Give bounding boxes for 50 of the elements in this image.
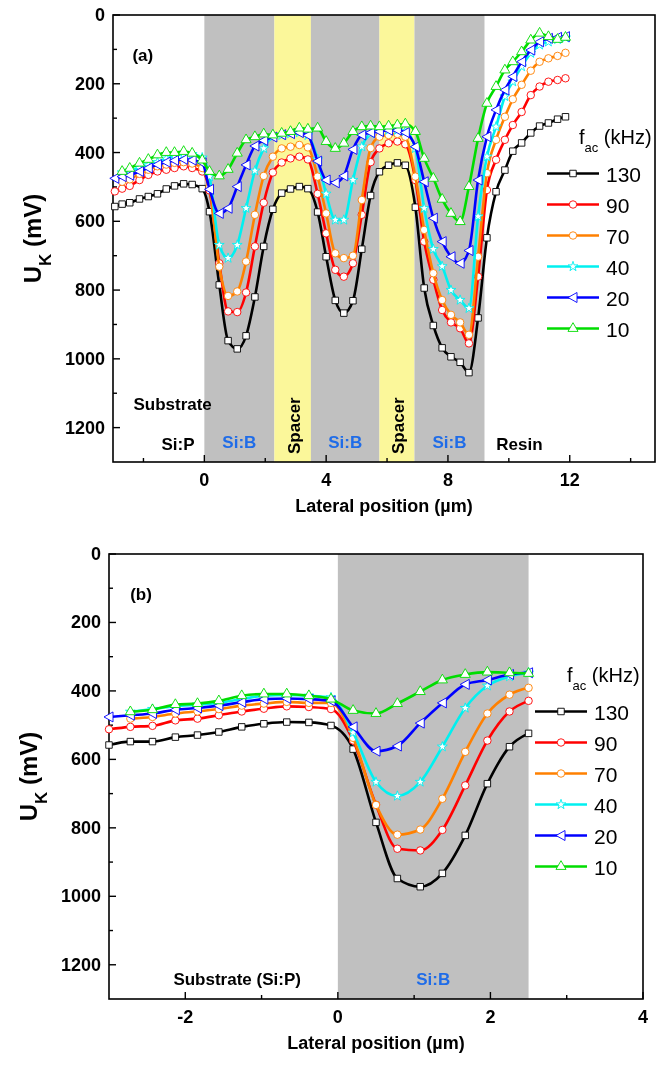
y-tick-label: 1200 bbox=[60, 954, 101, 975]
annotation: Resin bbox=[496, 435, 543, 455]
band-label: Si:B bbox=[416, 970, 451, 989]
y-tick-label: 800 bbox=[74, 280, 105, 301]
legend-label: 40 bbox=[606, 255, 630, 279]
legend-label: 90 bbox=[606, 193, 630, 217]
annotation: (b) bbox=[130, 585, 152, 605]
legend-label: 70 bbox=[606, 224, 630, 248]
x-tick-label: -2 bbox=[177, 1007, 194, 1027]
x-axis-title: Lateral position (µm) bbox=[295, 496, 473, 516]
x-axis-title: Lateral position (µm) bbox=[287, 1033, 465, 1053]
x-tick-label: 8 bbox=[442, 470, 453, 490]
band-label: Spacer bbox=[284, 396, 304, 454]
legend-label: 20 bbox=[594, 824, 618, 848]
annotation: Substrate bbox=[133, 394, 212, 414]
x-tick-label: 2 bbox=[485, 1007, 496, 1027]
y-tick-label: 600 bbox=[74, 211, 105, 232]
y-tick-label: 0 bbox=[90, 544, 101, 564]
x-tick-label: 0 bbox=[332, 1007, 343, 1027]
legend-label: 130 bbox=[606, 162, 642, 186]
y-tick-label: 600 bbox=[70, 749, 101, 770]
x-tick-label: 4 bbox=[637, 1007, 649, 1027]
x-tick-label: 4 bbox=[321, 470, 332, 490]
y-tick-label: 1200 bbox=[64, 417, 105, 438]
y-tick-label: 1000 bbox=[60, 886, 101, 907]
legend-label: 70 bbox=[594, 762, 618, 786]
x-tick-label: 12 bbox=[559, 470, 580, 490]
y-tick-label: 400 bbox=[74, 142, 105, 163]
legend-label: 10 bbox=[594, 855, 618, 879]
legend-label: 10 bbox=[606, 317, 630, 341]
legend-label: 20 bbox=[606, 286, 630, 310]
annotation: Substrate (Si:P) bbox=[173, 969, 301, 989]
band-label: Si:B bbox=[328, 433, 363, 452]
y-tick-label: 200 bbox=[70, 612, 101, 633]
y-tick-label: 200 bbox=[74, 73, 105, 94]
y-tick-label: 800 bbox=[70, 817, 101, 838]
legend-title: f$_{ac}$ (kHz) bbox=[579, 125, 652, 154]
y-tick-label: 0 bbox=[94, 5, 105, 25]
band-label: Si:B bbox=[222, 433, 257, 452]
legend-title: f$_{ac}$ (kHz) bbox=[567, 663, 640, 692]
band-label: Si:B bbox=[432, 433, 467, 452]
annotation: Si:P bbox=[161, 435, 195, 455]
legend-label: 40 bbox=[594, 793, 618, 817]
annotation: (a) bbox=[132, 46, 154, 66]
legend-label: 90 bbox=[594, 731, 618, 755]
y-tick-label: 400 bbox=[70, 680, 101, 701]
y-tick-label: 1000 bbox=[64, 348, 105, 369]
x-tick-label: 0 bbox=[199, 470, 210, 490]
band-label: Spacer bbox=[388, 396, 408, 454]
legend-label: 130 bbox=[594, 700, 630, 724]
